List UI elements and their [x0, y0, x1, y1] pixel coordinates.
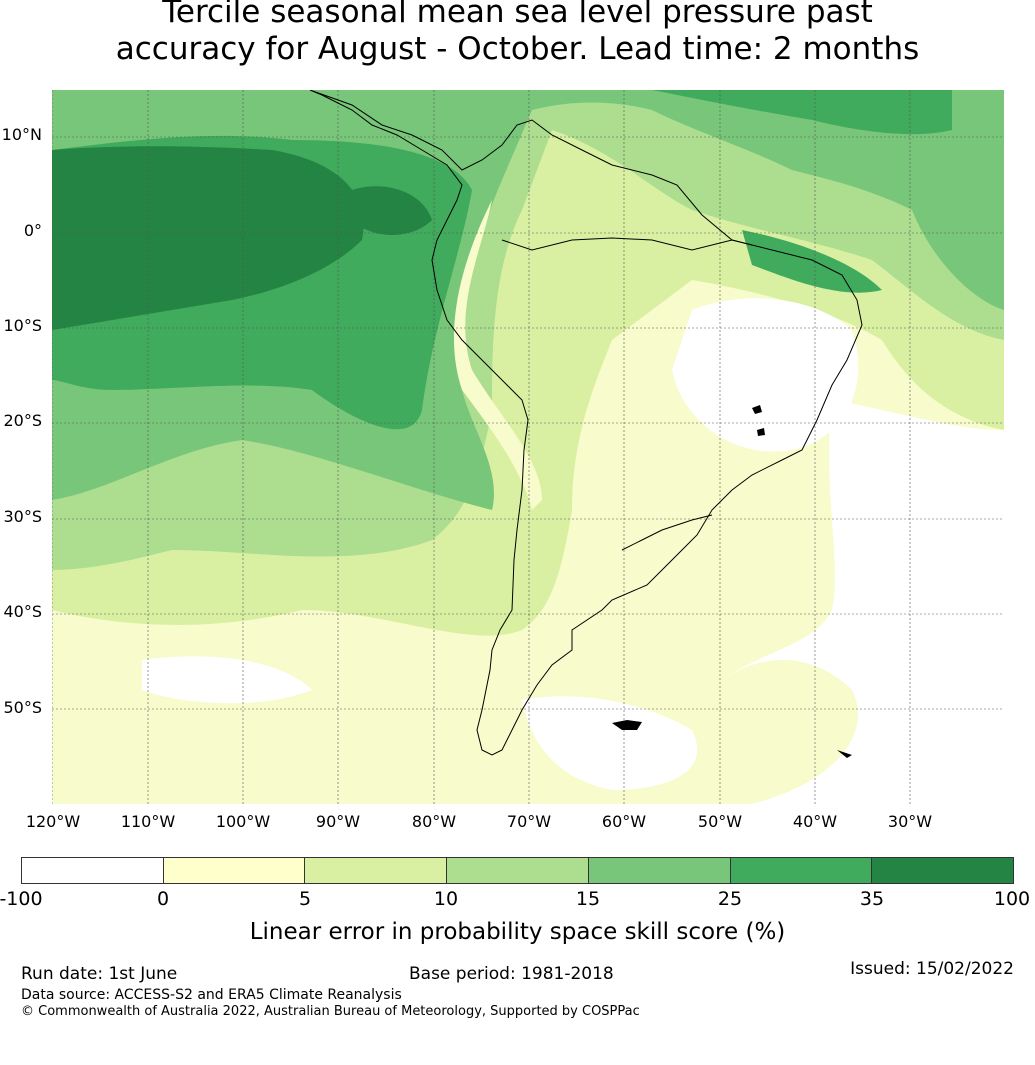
lon-label-120w: 120°W: [25, 812, 81, 831]
colorbar: [21, 857, 1014, 884]
lake-marker-2: [757, 428, 765, 436]
zone-darkest-green-2: [352, 186, 432, 235]
colorbar-swatch: [163, 858, 306, 883]
lat-label-0: 0°: [23, 221, 42, 240]
zone-white-pacific: [142, 656, 312, 704]
lat-label-20s: 20°S: [3, 411, 42, 430]
copyright: © Commonwealth of Australia 2022, Austra…: [21, 1004, 640, 1019]
lake-marker-1: [752, 405, 762, 414]
base-period: Base period: 1981-2018: [409, 964, 614, 984]
south-america-coastline: [309, 90, 863, 756]
title-line-1: Tercile seasonal mean sea level pressure…: [162, 0, 873, 30]
amazon-river: [501, 237, 753, 251]
lat-label-50s: 50°S: [3, 698, 42, 717]
title-line-2: accuracy for August - October. Lead time…: [115, 31, 920, 67]
lat-label-30s: 30°S: [3, 507, 42, 526]
colorbar-swatch: [22, 858, 164, 883]
rio-de-la-plata: [621, 514, 713, 551]
colorbar-tick: 25: [717, 888, 743, 910]
skill-map: [52, 90, 1004, 804]
colorbar-tick: 0: [156, 888, 170, 910]
zone-darkest-green-1: [52, 146, 364, 330]
zone-andes-ribbon: [453, 200, 542, 510]
issued-date: Issued: 15/02/2022: [850, 959, 1014, 979]
map-canvas: [52, 90, 1004, 804]
lon-label-80w: 80°W: [411, 812, 457, 831]
colorbar-tick: 15: [575, 888, 601, 910]
run-date: Run date: 1st June: [21, 964, 178, 984]
lon-label-90w: 90°W: [315, 812, 361, 831]
lon-label-40w: 40°W: [792, 812, 838, 831]
lon-label-70w: 70°W: [506, 812, 552, 831]
colorbar-swatch: [447, 858, 589, 883]
graticule: [52, 90, 1004, 804]
zone-white-brazil: [672, 298, 859, 452]
lon-label-60w: 60°W: [601, 812, 647, 831]
colorbar-tick: 10: [433, 888, 459, 910]
colorbar-tick: 35: [859, 888, 885, 910]
falkland-islands: [612, 720, 642, 730]
lon-label-30w: 30°W: [887, 812, 933, 831]
lon-label-100w: 100°W: [215, 812, 271, 831]
south-georgia: [837, 750, 852, 758]
zone-white-patagonia: [522, 696, 698, 790]
zone-dark-green-north: [652, 90, 952, 135]
colorbar-tick: -100: [0, 888, 43, 910]
colorbar-swatch: [730, 858, 873, 883]
lon-label-110w: 110°W: [120, 812, 176, 831]
colorbar-label: Linear error in probability space skill …: [249, 919, 786, 945]
zone-yellow-atlantic: [688, 660, 858, 804]
lat-label-10s: 10°S: [3, 316, 42, 335]
colorbar-swatch: [872, 858, 1014, 883]
colorbar-swatch: [305, 858, 448, 883]
map-title: Tercile seasonal mean sea level pressure…: [0, 0, 1035, 68]
lat-label-40s: 40°S: [3, 602, 42, 621]
lon-label-50w: 50°W: [697, 812, 743, 831]
colorbar-tick: 5: [298, 888, 312, 910]
data-source: Data source: ACCESS-S2 and ERA5 Climate …: [21, 987, 402, 1003]
colorbar-swatch: [588, 858, 731, 883]
zone-dark-green-amazon: [742, 230, 882, 293]
lat-label-10n: 10°N: [1, 125, 42, 144]
colorbar-tick: 100: [993, 888, 1031, 910]
